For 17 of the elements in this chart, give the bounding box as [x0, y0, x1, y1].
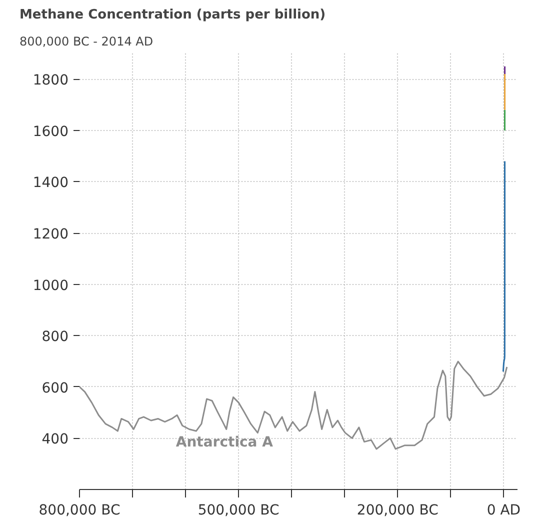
x-tick-label: 0 AD: [486, 502, 521, 518]
y-tick-label: 1200: [32, 226, 69, 243]
y-tick-label: 600: [42, 380, 69, 396]
series-label: Antarctica A: [176, 434, 274, 450]
x-tick-label: 800,000 BC: [38, 502, 120, 518]
line-series: [502, 160, 506, 372]
y-tick-label: 800: [42, 329, 69, 346]
y-tick-label: 1600: [32, 124, 69, 140]
y-tick-label: 1000: [32, 278, 69, 294]
x-tick-label: 500,000 BC: [198, 502, 280, 518]
x-tick-label: 200,000 BC: [356, 502, 439, 518]
chart-title: Methane Concentration (parts per billion): [20, 8, 326, 22]
y-tick-label: 1800: [32, 72, 69, 89]
chart-subtitle: 800,000 BC - 2014 AD: [20, 34, 154, 48]
y-tick-label: 1400: [32, 175, 69, 192]
y-tick-label: 400: [42, 432, 69, 448]
line-series: [80, 360, 508, 450]
